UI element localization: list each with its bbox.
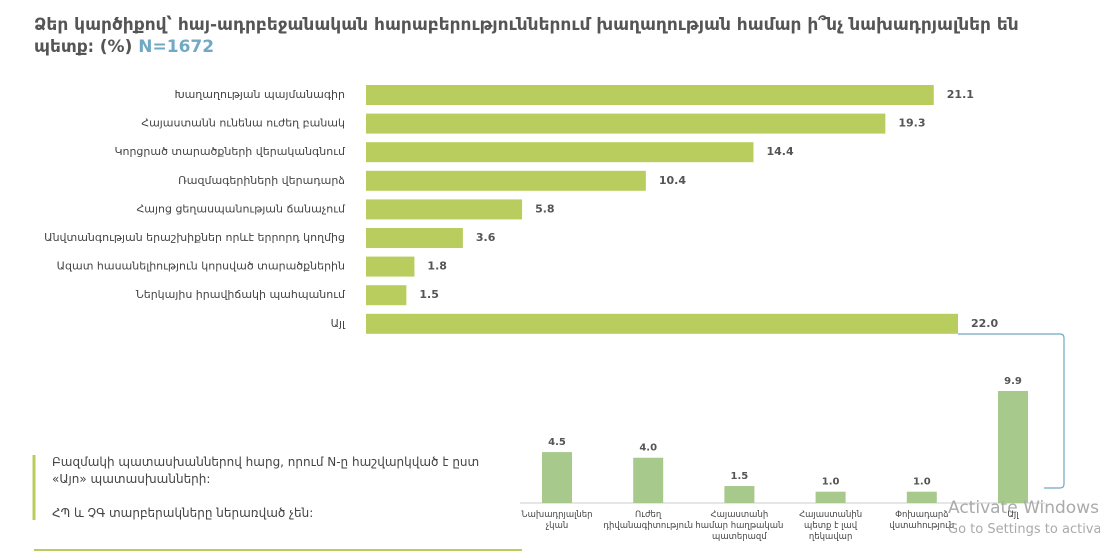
bar [366,285,407,306]
note: ՀՊ և ՉԳ տարբերակները ներառված չեն: [52,506,314,520]
category-label: Հայաստանին պետք է լավ ղեկավար [799,510,863,542]
value-label: 10.4 [659,174,686,187]
value-label: 1.5 [419,288,439,301]
bar [366,313,958,334]
watermark-title: Activate Windows [948,498,1099,518]
category-label: Խաղաղության պայմանագիր [174,88,345,101]
value-label: 3.6 [476,231,496,244]
bar [542,452,572,503]
bar [633,457,664,503]
value-label: 1.5 [731,471,749,482]
value-label: 4.5 [548,437,566,448]
value-label: 1.0 [822,477,840,488]
category-label: Ներկայիս իրավիճակի պահպանում [136,288,346,301]
chart-title: Ձեր կարծիքով՝ հայ-ադրբեջանական հարաբերու… [34,15,1019,57]
value-label: 9.9 [1004,376,1022,387]
category-label: Հայաստանի համար հաղթական պատերազմ [695,510,784,542]
value-label: 19.3 [898,117,925,130]
title-block: Ձեր կարծիքով՝ հայ-ադրբեջանական հարաբերու… [34,14,1034,58]
bar [366,113,886,134]
category-label: Ռազմագերիների վերադարձ [178,174,345,187]
category-label: Հայոց ցեղասպանության ճանաչում [136,202,346,215]
bar [906,491,937,503]
category-label: Կորցրած տարածքների վերականգնում [114,145,346,158]
category-label: Ազատ հասանելիություն կորսված տարածքներին [57,260,345,273]
bar [366,170,646,191]
value-label: 21.1 [947,88,974,101]
value-label: 4.0 [639,443,657,454]
bar [366,199,523,220]
category-label: Անվտանգության երաշխիքներ որևէ երրորդ կող… [44,231,345,244]
category-label: Նախադրյալներ չկան [521,510,593,531]
category-label: Այլ [1007,510,1019,520]
category-label: Ուժեղ դիվանագիտություն [603,510,694,531]
value-label: 1.0 [913,477,931,488]
value-label: 5.8 [535,202,555,215]
value-label: 22.0 [971,317,998,330]
bar [366,142,754,163]
sample-size: N=1672 [138,37,215,57]
connector [958,333,1065,489]
category-label: Փոխադարձ վստահություն [889,510,955,531]
value-label: 1.8 [427,260,447,273]
bar [366,228,463,248]
watermark-text: Go to Settings to activate Windows. [948,522,1100,537]
bar [366,85,934,105]
value-label: 14.4 [766,145,793,158]
bar [998,391,1028,503]
bar [366,256,415,277]
bar [724,486,755,503]
category-label: Հայաստանն ունենա ուժեղ բանակ [141,117,345,130]
category-label: Այլ [331,317,346,330]
bar [815,491,846,503]
note: Բազմակի պատասխաններով հարց, որում N-ը հա… [52,455,480,486]
